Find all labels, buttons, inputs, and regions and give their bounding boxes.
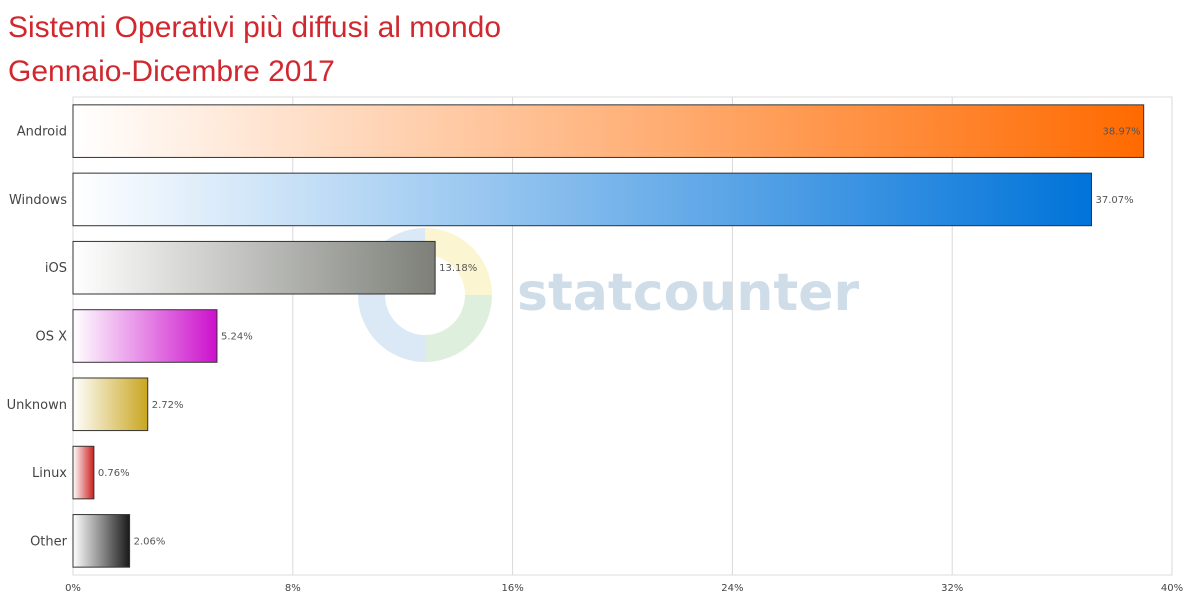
category-label: iOS <box>45 261 67 276</box>
chart-title: Sistemi Operativi più diffusi al mondo <box>8 11 502 44</box>
value-label: 5.24% <box>221 332 253 343</box>
x-tick-label: 24% <box>721 583 743 594</box>
category-label: OS X <box>35 330 67 345</box>
category-label: Unknown <box>7 398 67 413</box>
value-label: 13.18% <box>439 263 477 274</box>
category-label: Linux <box>32 466 67 481</box>
watermark-text: statcounter <box>517 263 859 323</box>
value-label: 2.72% <box>152 400 184 411</box>
value-label: 37.07% <box>1095 195 1133 206</box>
category-label: Windows <box>9 193 67 208</box>
category-label: Android <box>17 125 67 140</box>
bar-linux[interactable] <box>72 445 95 500</box>
chart-subtitle: Gennaio-Dicembre 2017 <box>8 55 335 88</box>
bar-unknown[interactable] <box>72 377 149 432</box>
x-tick-label: 0% <box>65 583 81 594</box>
bar-os-x[interactable] <box>72 309 218 363</box>
value-label: 0.76% <box>98 468 130 479</box>
x-tick-label: 8% <box>285 583 301 594</box>
bar-android[interactable] <box>72 104 1145 158</box>
watermark: statcounter <box>358 228 859 362</box>
value-label: 2.06% <box>134 536 166 547</box>
x-tick-label: 40% <box>1161 583 1183 594</box>
value-label: 38.97% <box>1103 127 1141 138</box>
x-tick-label: 16% <box>501 583 523 594</box>
bar-ios[interactable] <box>72 240 436 295</box>
bar-other[interactable] <box>72 514 131 568</box>
bar-windows[interactable] <box>72 172 1092 227</box>
x-tick-label: 32% <box>941 583 963 594</box>
category-label: Other <box>30 534 68 549</box>
